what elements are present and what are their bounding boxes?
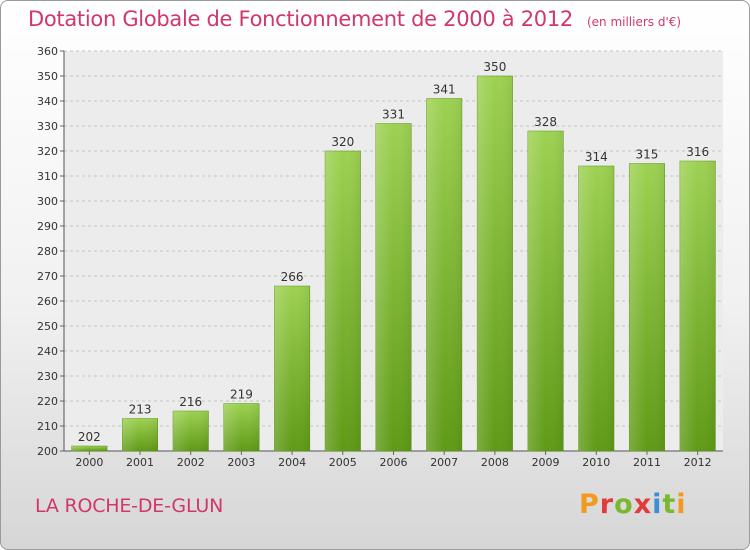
unit-label: (en milliers d'€): [586, 15, 682, 29]
logo-letter: o: [614, 489, 634, 520]
x-tick-label: 2006: [380, 456, 408, 469]
bar-value-label: 315: [636, 148, 659, 162]
bar-value-label: 216: [179, 395, 202, 409]
logo-letter: t: [662, 489, 677, 520]
bar-value-label: 320: [331, 135, 354, 149]
y-tick-label: 260: [37, 295, 58, 308]
bar-shine: [426, 98, 462, 451]
y-tick-label: 340: [37, 95, 58, 108]
y-tick-label: 250: [37, 320, 58, 333]
y-tick-label: 290: [37, 220, 58, 233]
bar-shine: [223, 403, 260, 451]
x-tick-label: 2000: [75, 456, 103, 469]
bar-value-label: 219: [230, 388, 253, 402]
bar-value-label: 350: [483, 60, 506, 74]
y-tick-label: 240: [37, 345, 58, 358]
bar-layer: 202 213 216 219 266 320 331 341 350 328 314 315 316: [71, 60, 716, 452]
x-tick-label: 2010: [582, 456, 610, 469]
chart-title: Dotation Globale de Fonctionnement de 20…: [28, 7, 681, 31]
bar-value-label: 328: [534, 115, 557, 129]
logo-letter: r: [599, 489, 615, 520]
bar-shine: [629, 163, 665, 451]
y-tick-label: 330: [37, 120, 58, 133]
x-tick-label: 2011: [633, 456, 661, 469]
bar-shine: [578, 166, 615, 451]
logo-letter: i: [676, 489, 687, 520]
y-tick-label: 200: [37, 445, 58, 458]
y-tick-label: 270: [37, 270, 58, 283]
bar-shine: [477, 76, 513, 451]
y-tick-label: 320: [37, 145, 58, 158]
bar-shine: [325, 151, 361, 451]
y-tick-label: 310: [37, 170, 58, 183]
bar-value-label: 331: [382, 108, 405, 122]
y-tick-label: 220: [37, 395, 58, 408]
logo-letter: x: [633, 489, 653, 520]
proxiti-logo: Proxiti: [579, 489, 687, 520]
logo-letter: i: [652, 489, 663, 520]
bar-shine: [274, 286, 310, 451]
y-tick-label: 300: [37, 195, 58, 208]
logo-letter: P: [579, 489, 600, 520]
bar-shine: [527, 131, 564, 451]
bar-shine: [172, 411, 209, 451]
x-tick-label: 2003: [227, 456, 255, 469]
bar-value-label: 316: [686, 145, 709, 159]
y-tick-label: 210: [37, 420, 58, 433]
bar-value-label: 202: [78, 430, 101, 444]
bar-value-label: 314: [585, 150, 608, 164]
x-tick-label: 2008: [481, 456, 509, 469]
bar-value-label: 266: [281, 270, 304, 284]
x-tick-label: 2007: [430, 456, 458, 469]
bar-shine: [679, 161, 716, 451]
x-tick-label: 2012: [684, 456, 712, 469]
y-tick-label: 360: [37, 45, 58, 58]
x-tick-label: 2009: [532, 456, 560, 469]
bar-value-label: 213: [129, 403, 152, 417]
y-tick-label: 230: [37, 370, 58, 383]
x-tick-label: 2001: [126, 456, 154, 469]
bar-shine: [375, 123, 412, 451]
x-tick-label: 2004: [278, 456, 306, 469]
x-tick-label: 2005: [329, 456, 357, 469]
y-tick-label: 280: [37, 245, 58, 258]
x-tick-label: 2002: [177, 456, 205, 469]
title-text: Dotation Globale de Fonctionnement de 20…: [28, 7, 573, 31]
bar-shine: [122, 418, 158, 451]
commune-name: LA ROCHE-DE-GLUN: [35, 495, 224, 517]
bar-shine: [71, 446, 108, 451]
y-tick-label: 350: [37, 70, 58, 83]
bar-value-label: 341: [433, 83, 456, 97]
